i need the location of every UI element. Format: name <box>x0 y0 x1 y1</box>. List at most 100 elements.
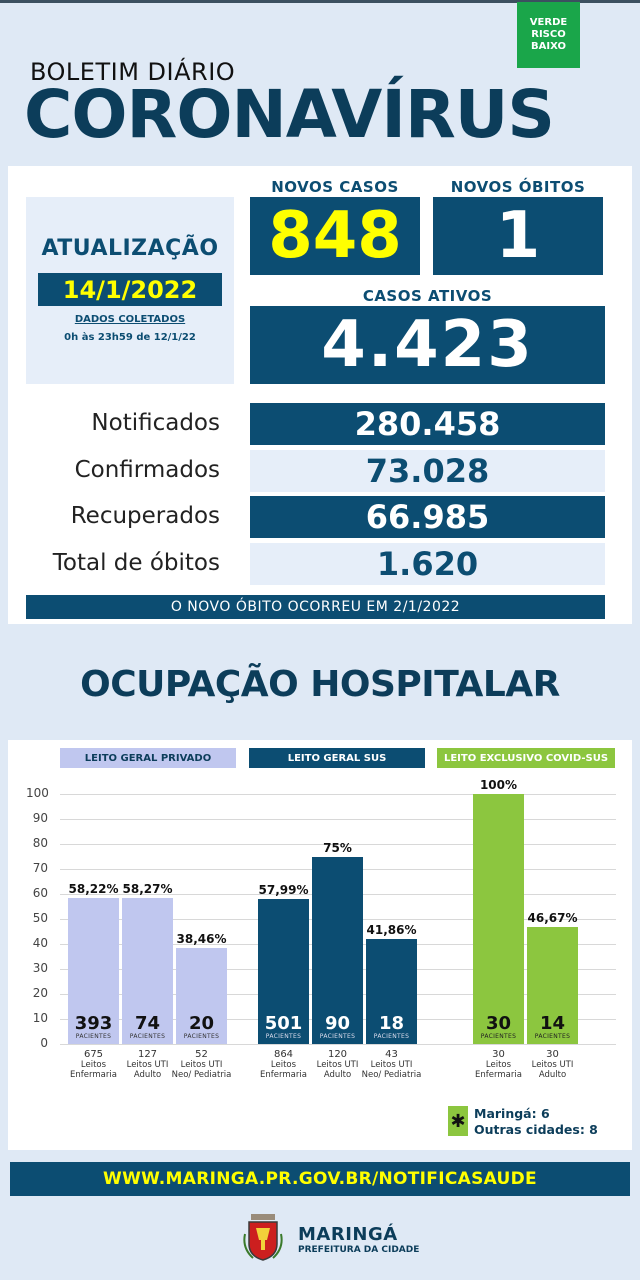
grid-line <box>60 1044 616 1045</box>
y-tick-label: 20 <box>32 986 48 1000</box>
bar-patient-number: 20 <box>188 1013 215 1034</box>
bar-patient-label: PACIENTES <box>534 1033 571 1040</box>
bar-percent-label: 38,46% <box>176 931 227 946</box>
bar-bed-label: 30 Leitos Enfermaria <box>469 1049 529 1081</box>
bar-patient-count: 74 PACIENTES <box>122 1013 173 1041</box>
bar-bed-type: Leitos UTI Neo/ Pediatria <box>171 1060 232 1080</box>
new-deaths-value: 1 <box>433 197 603 275</box>
bar-patient-count: 20 PACIENTES <box>176 1013 227 1041</box>
collected-range: 0h às 23h59 de 12/1/22 <box>64 332 196 343</box>
chart-bar: 14 PACIENTES <box>527 927 578 1044</box>
y-tick-label: 40 <box>32 936 48 950</box>
bar-patient-count: 393 PACIENTES <box>68 1013 119 1041</box>
bar-bed-type: Leitos UTI Adulto <box>126 1060 169 1080</box>
page-title: CORONAVÍRUS <box>24 76 555 153</box>
footer-org: PREFEITURA DA CIDADE <box>298 1245 420 1255</box>
bar-bed-type: Leitos UTI Adulto <box>531 1060 574 1080</box>
chart-bar: 18 PACIENTES <box>366 939 417 1044</box>
stat-value-total-obitos: 1.620 <box>250 543 605 585</box>
new-deaths-label: NOVOS ÓBITOS <box>450 178 586 196</box>
bar-bed-count: 864 <box>273 1049 294 1060</box>
bar-percent-label: 46,67% <box>527 911 578 926</box>
active-cases-value: 4.423 <box>250 306 605 384</box>
bar-patient-count: 90 PACIENTES <box>312 1013 363 1041</box>
bar-percent-label: 58,22% <box>68 882 119 897</box>
y-tick-label: 10 <box>32 1011 48 1025</box>
chart-plot: 393 PACIENTES 58,22% 74 PACIENTES 58,27% 20 PAC… <box>60 778 616 1045</box>
stat-value-confirmados: 73.028 <box>250 450 605 492</box>
bar-percent-label: 41,86% <box>366 923 417 938</box>
bar-bed-label: 675 Leitos Enfermaria <box>64 1049 124 1081</box>
footer-city: MARINGÁ <box>298 1224 398 1245</box>
bar-bed-type: Leitos Enfermaria <box>260 1060 307 1080</box>
bar-patient-count: 14 PACIENTES <box>527 1015 578 1041</box>
group-header-covid: LEITO EXCLUSIVO COVID-SUS <box>437 748 615 768</box>
bar-patient-count: 18 PACIENTES <box>366 1013 417 1041</box>
bar-patient-count: 501 PACIENTES <box>258 1015 309 1041</box>
update-label: ATUALIZAÇÃO <box>41 236 219 261</box>
y-tick-label: 80 <box>32 836 48 850</box>
death-note: O NOVO ÓBITO OCORREU EM 2/1/2022 <box>26 595 605 619</box>
y-tick-label: 30 <box>32 961 48 975</box>
bar-bed-type: Leitos Enfermaria <box>70 1060 117 1080</box>
risk-badge-line2: RISCO <box>531 29 566 40</box>
chart-bar: 74 PACIENTES <box>122 898 173 1044</box>
bar-patient-count: 30 PACIENTES <box>473 1013 524 1041</box>
bar-patient-label: PACIENTES <box>75 1033 112 1040</box>
bar-patient-number: 393 <box>74 1013 113 1034</box>
bar-bed-count: 127 <box>137 1049 158 1060</box>
stat-label-notificados: Notificados <box>91 410 220 436</box>
bar-bed-count: 30 <box>492 1049 505 1060</box>
update-date: 14/1/2022 <box>38 273 222 306</box>
y-tick-label: 0 <box>40 1036 48 1050</box>
y-tick-label: 90 <box>32 811 48 825</box>
bar-patient-number: 90 <box>324 1013 351 1034</box>
bar-patient-number: 18 <box>378 1013 405 1034</box>
bar-bed-type: Leitos UTI Adulto <box>316 1060 359 1080</box>
bar-patient-label: PACIENTES <box>265 1033 302 1040</box>
chart-bar: 90 PACIENTES <box>312 856 363 1044</box>
stat-label-total-obitos: Total de óbitos <box>52 550 220 576</box>
city-crest-icon <box>243 1213 283 1262</box>
grid-line <box>60 819 616 820</box>
covid-note-line1: Maringá: 6 <box>474 1106 550 1121</box>
bar-patient-number: 30 <box>485 1013 512 1034</box>
new-cases-label: NOVOS CASOS <box>271 178 399 196</box>
risk-badge-line3: BAIXO <box>531 41 566 52</box>
bar-bed-count: 52 <box>195 1049 208 1060</box>
bar-percent-label: 57,99% <box>258 883 309 898</box>
y-tick-label: 70 <box>32 861 48 875</box>
bar-bed-label: 52 Leitos UTI Neo/ Pediatria <box>171 1049 232 1081</box>
bar-bed-count: 675 <box>83 1049 104 1060</box>
bar-bed-count: 30 <box>546 1049 559 1060</box>
bar-patient-label: PACIENTES <box>373 1033 410 1040</box>
y-tick-label: 60 <box>32 886 48 900</box>
stat-label-recuperados: Recuperados <box>70 503 220 529</box>
covid-note: ✱ Maringá: 6 Outras cidades: 8 <box>448 1104 613 1140</box>
covid-note-line2: Outras cidades: 8 <box>474 1122 598 1137</box>
collected-label: DADOS COLETADOS <box>74 314 186 325</box>
bar-bed-label: 864 Leitos Enfermaria <box>254 1049 314 1081</box>
bar-patient-label: PACIENTES <box>129 1033 166 1040</box>
hospital-title: OCUPAÇÃO HOSPITALAR <box>80 664 560 705</box>
y-tick-label: 100 <box>26 786 49 800</box>
asterisk-icon: ✱ <box>448 1106 468 1136</box>
chart-bar: 393 PACIENTES <box>68 898 119 1044</box>
chart-y-axis: 100 90 80 70 60 50 40 30 20 10 0 <box>26 786 52 1050</box>
bar-patient-number: 74 <box>134 1013 161 1034</box>
bar-bed-label: 43 Leitos UTI Neo/ Pediatria <box>362 1050 422 1081</box>
bar-bed-type: Leitos Enfermaria <box>475 1060 522 1080</box>
stat-value-notificados: 280.458 <box>250 403 605 445</box>
bar-patient-label: PACIENTES <box>319 1033 356 1040</box>
grid-line <box>60 844 616 845</box>
grid-line <box>60 794 616 795</box>
website-link[interactable]: WWW.MARINGA.PR.GOV.BR/NOTIFICASAUDE <box>10 1162 630 1196</box>
bar-bed-label: 30 Leitos UTI Adulto <box>523 1049 583 1081</box>
stat-value-recuperados: 66.985 <box>250 496 605 538</box>
risk-badge: VERDE RISCO BAIXO <box>517 2 580 68</box>
chart-bar: 20 PACIENTES <box>176 947 227 1044</box>
bar-bed-count: 120 <box>327 1049 348 1060</box>
page-subtitle: BOLETIM DIÁRIO <box>30 58 236 86</box>
chart-bar: 30 PACIENTES <box>473 794 524 1044</box>
bar-bed-label: 120 Leitos UTI Adulto <box>308 1049 368 1081</box>
